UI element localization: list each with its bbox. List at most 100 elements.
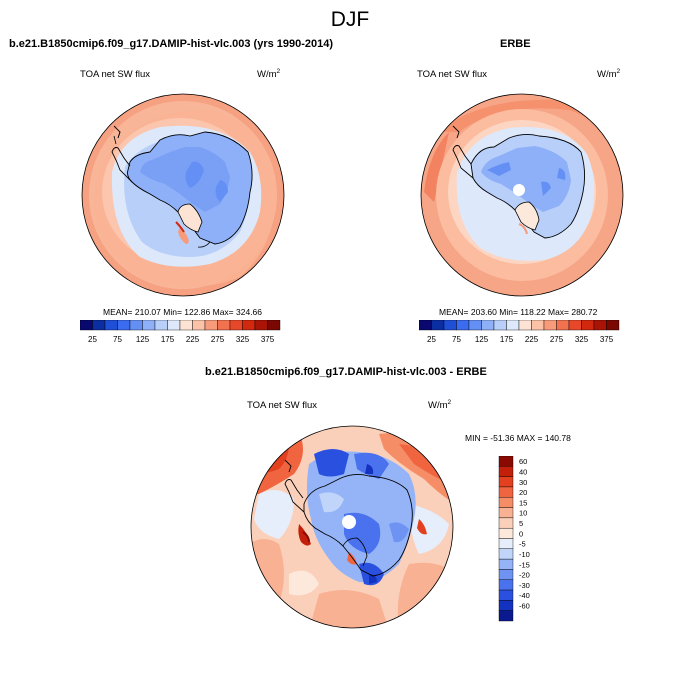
colorbar-box — [493, 320, 507, 331]
colorbar-tick-label: -60 — [519, 602, 530, 611]
colorbar-box — [518, 320, 532, 331]
colorbar-box — [498, 569, 514, 580]
colorbar-box — [117, 320, 131, 331]
colorbar-tick-label: 325 — [575, 335, 589, 344]
colorbar-tick-label: 5 — [519, 519, 523, 528]
colorbar-box — [498, 558, 514, 570]
colorbar-tick-label: -15 — [519, 560, 530, 569]
colorbar-tick-label: 275 — [550, 335, 564, 344]
colorbar-box — [481, 320, 495, 331]
colorbar-tick-label: -20 — [519, 571, 530, 580]
colorbar-panel-2: 25 75 125 175 225 275 325 375 — [419, 320, 620, 344]
colorbar-tick-label: 25 — [88, 335, 97, 344]
panel-2-map — [420, 93, 624, 297]
colorbar-box — [104, 320, 118, 331]
colorbar-box — [443, 320, 457, 331]
panel-1-map — [81, 93, 285, 297]
figure-title: DJF — [330, 8, 370, 31]
colorbar-box — [498, 507, 514, 519]
colorbar-box — [556, 320, 570, 331]
colorbar-box — [498, 476, 514, 488]
colorbar-box — [606, 320, 620, 331]
pole-hole — [513, 184, 525, 196]
colorbar-box — [498, 589, 514, 601]
colorbar-box — [506, 320, 520, 331]
panel-1-title: b.e21.B1850cmip6.f09_g17.DAMIP-hist-vlc.… — [9, 38, 334, 50]
colorbar-box — [498, 517, 514, 529]
colorbar-tick-label: 25 — [427, 335, 436, 344]
colorbar-box — [80, 320, 93, 331]
colorbar-tick-label: 175 — [161, 335, 175, 344]
colorbar-box — [498, 456, 514, 467]
colorbar-box — [498, 548, 514, 560]
colorbar-tick-label: 125 — [475, 335, 489, 344]
colorbar-box — [593, 320, 607, 331]
colorbar-tick-label: 30 — [519, 478, 527, 487]
colorbar-tick-label: 275 — [211, 335, 225, 344]
panel-1-variable: TOA net SW flux — [80, 69, 151, 80]
colorbar-tick-label: 15 — [519, 498, 527, 507]
colorbar-tick-label: 20 — [519, 488, 527, 497]
colorbar-box — [242, 320, 256, 331]
colorbar-box — [419, 320, 432, 331]
colorbar-box — [217, 320, 231, 331]
colorbar-box — [179, 320, 193, 331]
panel-3-units: W/m2 — [428, 399, 452, 412]
colorbar-tick-label: 75 — [113, 335, 122, 344]
colorbar-box — [498, 466, 514, 477]
colorbar-box — [498, 610, 514, 622]
colorbar-box — [167, 320, 181, 331]
colorbar-tick-label: -40 — [519, 591, 530, 600]
panel-2-variable: TOA net SW flux — [417, 69, 488, 80]
colorbar-box — [498, 497, 514, 508]
colorbar-box — [498, 527, 514, 539]
panel-1-units: W/m2 — [257, 68, 281, 81]
colorbar-box — [142, 320, 156, 331]
colorbar-box — [267, 320, 281, 331]
panel-1-stats: MEAN= 210.07 Min= 122.86 Max= 324.66 — [103, 307, 263, 317]
panel-3-map — [250, 425, 454, 629]
colorbar-tick-label: 75 — [452, 335, 461, 344]
colorbar-box — [568, 320, 582, 331]
colorbar-tick-label: 225 — [186, 335, 200, 344]
colorbar-panel-1: 25 75 125 175 225 275 325 375 — [80, 320, 281, 344]
map-boundary — [81, 93, 285, 297]
panel-2-units: W/m2 — [597, 68, 621, 81]
colorbar-tick-label: 40 — [519, 467, 527, 476]
colorbar-box — [129, 320, 143, 331]
colorbar-tick-label: 10 — [519, 509, 527, 518]
colorbar-tick-label: -5 — [519, 540, 526, 549]
colorbar-tick-label: 60 — [519, 457, 527, 466]
colorbar-box — [468, 320, 482, 331]
panel-3-title: b.e21.B1850cmip6.f09_g17.DAMIP-hist-vlc.… — [205, 366, 487, 378]
colorbar-box — [581, 320, 595, 331]
colorbar-tick-label: 175 — [500, 335, 514, 344]
colorbar-box — [204, 320, 218, 331]
colorbar-box — [498, 486, 514, 498]
colorbar-box — [154, 320, 168, 331]
colorbar-tick-label: 375 — [600, 335, 614, 344]
colorbar-box — [92, 320, 106, 331]
panel-2-title: ERBE — [500, 38, 531, 50]
antarctica-outline — [303, 473, 413, 577]
panel-3-variable: TOA net SW flux — [247, 400, 318, 411]
colorbar-box — [498, 579, 514, 591]
colorbar-tick-label: 0 — [519, 529, 523, 538]
colorbar-tick-label: 325 — [236, 335, 250, 344]
colorbar-box — [431, 320, 445, 331]
colorbar-tick-label: -30 — [519, 581, 530, 590]
panel-3-stats: MIN = -51.36 MAX = 140.78 — [465, 433, 571, 443]
colorbar-tick-label: 225 — [525, 335, 539, 344]
colorbar-box — [254, 320, 268, 331]
panel-2-stats: MEAN= 203.60 Min= 118.22 Max= 280.72 — [439, 307, 598, 317]
colorbar-box — [192, 320, 206, 331]
colorbar-box — [531, 320, 545, 331]
colorbar-box — [498, 538, 514, 550]
colorbar-box — [498, 600, 514, 611]
colorbar-box — [229, 320, 243, 331]
colorbar-box — [456, 320, 470, 331]
colorbar-tick-label: -10 — [519, 550, 530, 559]
colorbar-box — [543, 320, 557, 331]
colorbar-tick-label: 375 — [261, 335, 275, 344]
